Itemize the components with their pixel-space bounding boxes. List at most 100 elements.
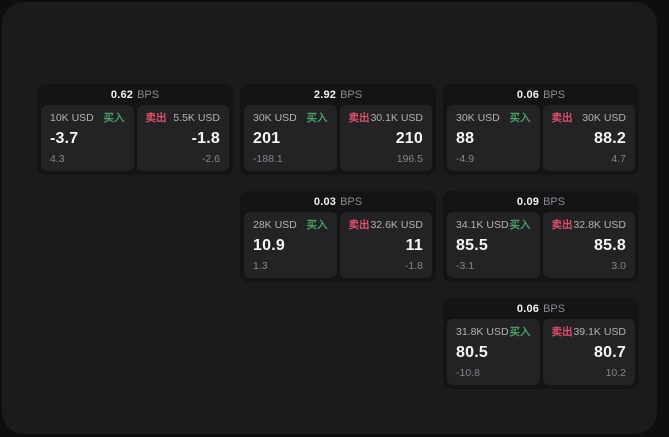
buy-side-tag: 买入 [509, 219, 531, 231]
buy-amount-label: 34.1K USD [456, 219, 509, 231]
buy-amount-label: 10K USD [50, 112, 94, 124]
sell-quote-tile[interactable]: 卖出 5.5K USD -1.8 -2.6 [136, 105, 229, 171]
sell-price-value: 88.2 [594, 130, 626, 147]
buy-tile-top-row: 34.1K USD 买入 [456, 219, 531, 231]
bps-unit-label: BPS [340, 195, 363, 208]
quote-card: 0.62 BPS 10K USD 买入 -3.7 4.3 卖出 5.5K USD… [37, 84, 233, 175]
sell-quote-tile[interactable]: 卖出 32.8K USD 85.8 3.0 [542, 212, 635, 278]
sell-amount-label: 5.5K USD [173, 112, 220, 124]
buy-side-tag: 买入 [103, 112, 125, 124]
bps-spread-value: 0.09 [516, 195, 540, 208]
bps-spread-header: 0.06 BPS [443, 84, 639, 105]
quotes-panel: 0.62 BPS 10K USD 买入 -3.7 4.3 卖出 5.5K USD… [2, 2, 657, 434]
sell-side-tag: 卖出 [551, 219, 573, 231]
bps-spread-header: 0.09 BPS [443, 191, 639, 212]
buy-side-tag: 买入 [306, 219, 328, 231]
bps-spread-value: 0.06 [516, 302, 540, 315]
quote-card: 2.92 BPS 30K USD 买入 201 -188.1 卖出 30.1K … [240, 84, 436, 175]
buy-price-value: -3.7 [50, 130, 79, 147]
sell-tile-top-row: 卖出 32.6K USD [349, 219, 424, 231]
sell-tile-top-row: 卖出 30K USD [552, 112, 627, 124]
bps-spread-header: 2.92 BPS [240, 84, 436, 105]
sell-tile-top-row: 卖出 32.8K USD [552, 219, 627, 231]
sell-amount-label: 39.1K USD [573, 326, 626, 338]
sell-tile-top-row: 卖出 39.1K USD [552, 326, 627, 338]
buy-quote-tile[interactable]: 30K USD 买入 88 -4.9 [447, 105, 540, 171]
bps-unit-label: BPS [137, 88, 160, 101]
sell-side-tag: 卖出 [551, 326, 573, 338]
sell-price-value: 80.7 [594, 344, 626, 361]
buy-quote-tile[interactable]: 28K USD 买入 10.9 1.3 [244, 212, 337, 278]
bps-spread-header: 0.62 BPS [37, 84, 233, 105]
sell-price-value: 85.8 [594, 237, 626, 254]
sell-side-tag: 卖出 [348, 112, 370, 124]
buy-price-value: 80.5 [456, 344, 488, 361]
bps-unit-label: BPS [543, 195, 566, 208]
sell-price-value: 11 [405, 237, 423, 254]
bps-unit-label: BPS [543, 88, 566, 101]
bps-spread-header: 0.06 BPS [443, 298, 639, 319]
quote-card: 0.06 BPS 30K USD 买入 88 -4.9 卖出 30K USD 8… [443, 84, 639, 175]
sell-secondary-value: -1.8 [404, 260, 423, 272]
bps-unit-label: BPS [543, 302, 566, 315]
quote-card: 0.09 BPS 34.1K USD 买入 85.5 -3.1 卖出 32.8K… [443, 191, 639, 282]
sell-secondary-value: 3.0 [611, 260, 626, 272]
buy-quote-tile[interactable]: 34.1K USD 买入 85.5 -3.1 [447, 212, 540, 278]
buy-amount-label: 31.8K USD [456, 326, 509, 338]
sell-price-value: 210 [395, 130, 423, 147]
quote-card-body: 30K USD 买入 88 -4.9 卖出 30K USD 88.2 4.7 [443, 105, 639, 171]
quote-card-body: 30K USD 买入 201 -188.1 卖出 30.1K USD 210 1… [240, 105, 436, 171]
buy-price-value: 88 [456, 130, 475, 147]
sell-price-value: -1.8 [191, 130, 220, 147]
buy-side-tag: 买入 [509, 326, 531, 338]
buy-quote-tile[interactable]: 31.8K USD 买入 80.5 -10.8 [447, 319, 540, 385]
buy-amount-label: 28K USD [253, 219, 297, 231]
sell-side-tag: 卖出 [348, 219, 370, 231]
buy-side-tag: 买入 [509, 112, 531, 124]
bps-spread-value: 0.03 [313, 195, 337, 208]
sell-tile-top-row: 卖出 5.5K USD [146, 112, 221, 124]
bps-unit-label: BPS [340, 88, 363, 101]
sell-secondary-value: 196.5 [396, 153, 423, 165]
buy-tile-top-row: 31.8K USD 买入 [456, 326, 531, 338]
buy-tile-top-row: 28K USD 买入 [253, 219, 328, 231]
sell-amount-label: 30.1K USD [370, 112, 423, 124]
buy-secondary-value: 4.3 [50, 153, 65, 165]
sell-secondary-value: -2.6 [201, 153, 220, 165]
buy-secondary-value: -4.9 [456, 153, 475, 165]
quote-card: 0.03 BPS 28K USD 买入 10.9 1.3 卖出 32.6K US… [240, 191, 436, 282]
sell-tile-top-row: 卖出 30.1K USD [349, 112, 424, 124]
quote-card-body: 34.1K USD 买入 85.5 -3.1 卖出 32.8K USD 85.8… [443, 212, 639, 278]
buy-tile-top-row: 10K USD 买入 [50, 112, 125, 124]
sell-side-tag: 卖出 [145, 112, 167, 124]
sell-quote-tile[interactable]: 卖出 30K USD 88.2 4.7 [542, 105, 635, 171]
sell-quote-tile[interactable]: 卖出 32.6K USD 11 -1.8 [339, 212, 432, 278]
sell-secondary-value: 4.7 [611, 153, 626, 165]
buy-amount-label: 30K USD [456, 112, 500, 124]
quote-card-body: 28K USD 买入 10.9 1.3 卖出 32.6K USD 11 -1.8 [240, 212, 436, 278]
sell-amount-label: 32.8K USD [573, 219, 626, 231]
bps-spread-value: 2.92 [313, 88, 337, 101]
bps-spread-value: 0.06 [516, 88, 540, 101]
sell-quote-tile[interactable]: 卖出 30.1K USD 210 196.5 [339, 105, 432, 171]
sell-quote-tile[interactable]: 卖出 39.1K USD 80.7 10.2 [542, 319, 635, 385]
quote-card: 0.06 BPS 31.8K USD 买入 80.5 -10.8 卖出 39.1… [443, 298, 639, 389]
bps-spread-header: 0.03 BPS [240, 191, 436, 212]
buy-amount-label: 30K USD [253, 112, 297, 124]
buy-tile-top-row: 30K USD 买入 [456, 112, 531, 124]
buy-quote-tile[interactable]: 30K USD 买入 201 -188.1 [244, 105, 337, 171]
buy-price-value: 201 [253, 130, 281, 147]
sell-secondary-value: 10.2 [605, 367, 626, 379]
buy-secondary-value: 1.3 [253, 260, 268, 272]
buy-price-value: 10.9 [253, 237, 285, 254]
buy-quote-tile[interactable]: 10K USD 买入 -3.7 4.3 [41, 105, 134, 171]
sell-amount-label: 30K USD [582, 112, 626, 124]
sell-side-tag: 卖出 [551, 112, 573, 124]
buy-side-tag: 买入 [306, 112, 328, 124]
quote-card-body: 31.8K USD 买入 80.5 -10.8 卖出 39.1K USD 80.… [443, 319, 639, 385]
quote-card-body: 10K USD 买入 -3.7 4.3 卖出 5.5K USD -1.8 -2.… [37, 105, 233, 171]
buy-secondary-value: -10.8 [456, 367, 480, 379]
bps-spread-value: 0.62 [110, 88, 134, 101]
buy-secondary-value: -3.1 [456, 260, 475, 272]
buy-price-value: 85.5 [456, 237, 488, 254]
